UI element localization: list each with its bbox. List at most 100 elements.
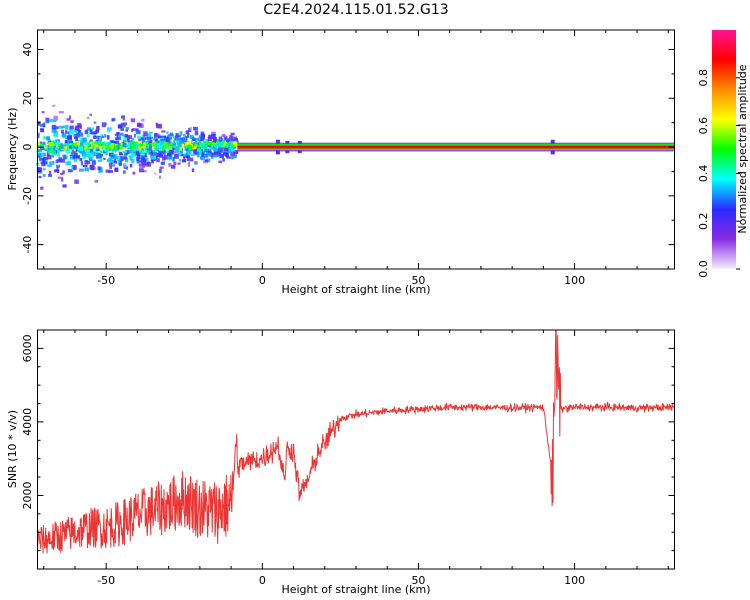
spectrogram-cell [190,153,195,156]
spectrogram-core-cell [229,141,233,146]
spectrogram-core-cell [172,143,176,147]
spectrogram-cell [106,135,110,140]
spectrogram-cell [74,179,79,184]
spectrogram-cell [99,154,104,157]
spectrogram-panel: -50 0 50 100 -40 -20 0 20 40 Height of straight … [6,29,675,296]
spectrogram-cell [90,127,94,130]
spectrogram-cell [217,150,221,153]
spectrogram-cell [128,154,133,158]
spectrogram-core-cell [107,145,112,150]
spectrogram-cell [89,164,95,170]
spectrogram-cell [227,148,232,154]
spectrogram-cell [138,138,142,142]
spectrogram-core-cell [107,142,112,146]
spectrogram-core-cell [122,142,127,148]
spectrogram-cell [127,140,133,144]
spectrogram-core-cell [60,144,64,149]
spectrogram-cell [126,150,131,154]
spectrogram-cell [122,150,128,154]
spectrogram-cell [230,151,236,156]
spectrogram-cell [41,111,45,114]
spectrogram-cell [122,118,125,121]
x-tick-label: 100 [564,574,585,587]
spectrogram-cell [150,136,153,140]
spectrogram-cell [37,132,40,138]
spectrogram-cell [147,148,152,153]
spectrogram-cell [107,127,112,131]
spectrogram-cell [53,128,57,133]
x-tick-label: -50 [97,274,115,287]
spectrogram-cell [234,138,239,142]
spectrogram-cell [131,158,135,164]
spectrogram-cell [212,154,217,158]
spectrogram-cell [53,139,58,143]
spectrogram-cell [140,137,144,141]
spectrogram-cell [81,151,87,157]
spectrogram-core-cell [179,141,185,144]
spectrogram-cell [62,170,65,175]
spectrogram-cell [37,121,41,126]
spectrogram-cell [229,135,234,140]
spectrogram-cell [59,125,64,129]
spectrogram-cell [173,140,176,144]
spectrogram-core-cell [102,141,106,146]
spectrogram-cell [167,155,170,160]
spectrogram-core-cell [126,143,130,148]
spectrogram-cell [65,144,71,147]
spectrogram-core-cell [225,143,229,148]
spectrogram-cell [84,167,89,172]
spectrogram-cell [37,167,42,172]
spectrogram-cell [212,137,218,142]
spectrogram-cell [224,136,228,140]
spectrogram-cell [74,152,78,158]
spectrogram-core-cell [216,141,221,146]
spectrogram-cell [61,177,64,182]
spectrogram-cell [198,135,203,138]
spectrogram-core-cell [120,142,124,147]
spectrogram-cell [224,147,229,152]
spectrogram-cell [174,147,180,152]
spectrogram-cell [175,137,181,141]
spectrogram-cell [86,132,90,138]
spectrogram-cell [56,167,59,172]
spectrogram-cell [99,150,103,154]
spectrogram-cell [98,137,101,141]
spectrogram-cell [56,164,61,168]
spectrogram-cell [131,153,136,157]
spectrogram-cell [76,155,81,159]
spectrogram-core-cell [93,141,98,146]
spectrogram-cell [48,174,53,177]
spectrogram-cell [160,161,164,165]
spectrogram-cell [126,127,129,130]
spectrogram-cell [51,140,56,144]
spectrogram-cell [53,169,57,173]
spectrogram-cell [131,137,135,141]
spectrogram-cell [89,113,92,116]
spectrogram-cell [107,129,111,133]
spectrogram-cell [120,115,125,119]
spectrogram-core-cell [87,147,90,150]
snr-ticks: -50 0 50 100 2000 4000 6000 [21,329,675,587]
spectrogram-core-cell [138,145,142,150]
spectrogram-cell [58,140,61,144]
spectrogram-cell [139,165,143,169]
spectrogram-cell [122,122,127,126]
spectrogram-core-cell [140,143,144,147]
spectrogram-core-cell [43,145,48,149]
spectrogram-cell [185,130,189,135]
spectrogram-cell [117,155,122,161]
spectrogram-cell [114,140,120,146]
spectrogram-cell [84,149,88,153]
spectrogram-cell [112,147,117,153]
spectrogram-core-cell [199,144,203,148]
spectrogram-cell [146,146,150,150]
spectrogram-cell [200,137,205,141]
spectrogram-cell [91,160,97,165]
spectrogram-cell [66,160,71,163]
spectrogram-cell [170,145,175,150]
spectrogram-cell [68,115,72,120]
spectrogram-cell [58,111,64,114]
spectrogram-core-cell [201,143,205,147]
spectrogram-cell [103,157,106,160]
spectrogram-cell [158,175,162,179]
